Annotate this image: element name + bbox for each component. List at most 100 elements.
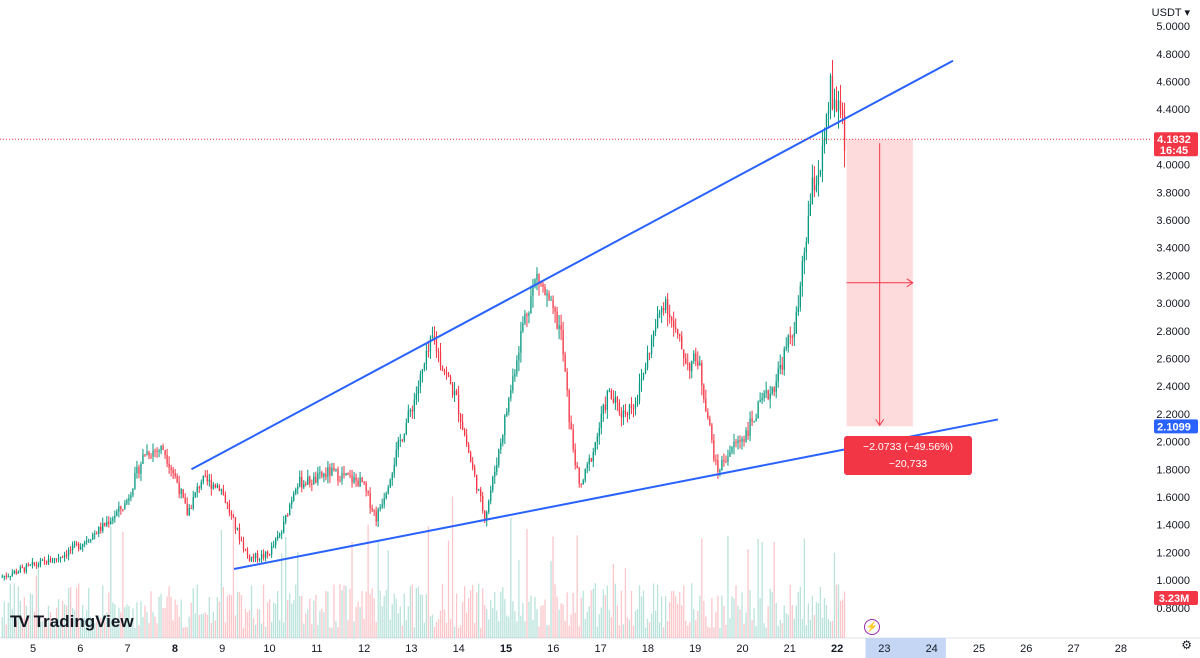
volume-bar (693, 608, 695, 638)
volume-bar (86, 610, 88, 638)
volume-bar (399, 606, 401, 638)
candle-body (588, 458, 590, 465)
volume-bar (596, 626, 598, 638)
volume-bar (783, 605, 785, 638)
volume-bar (787, 614, 789, 638)
candle-body (391, 473, 393, 480)
candle-body (152, 450, 154, 457)
candle-body (843, 115, 846, 151)
candle-body (504, 415, 506, 436)
volume-bar (664, 596, 667, 638)
volume-bar (572, 592, 574, 638)
candle-body (526, 314, 528, 316)
volume-bar (196, 584, 198, 638)
volume-bar (506, 615, 508, 638)
currency-selector[interactable]: USDT ▾ (1147, 4, 1194, 21)
upper-trendline[interactable] (190, 59, 954, 471)
candle-body (685, 358, 687, 364)
candle-body (560, 325, 562, 331)
candle-body (586, 464, 588, 469)
candle-body (293, 493, 295, 501)
candle-body (787, 335, 789, 348)
volume-bar (817, 603, 820, 638)
candle-body (361, 477, 363, 482)
candle-body (815, 185, 818, 191)
volume-bar (775, 602, 777, 638)
volume-bar (437, 619, 440, 638)
price-axis-background[interactable] (1152, 0, 1200, 658)
candle-body (439, 352, 442, 366)
tradingview-logo[interactable]: TV TradingView (10, 612, 134, 632)
x-tick-label: 21 (784, 643, 796, 655)
volume-bar (63, 604, 66, 638)
x-tick-label: 8 (172, 643, 178, 655)
current-price-badge[interactable] (1154, 132, 1198, 157)
volume-bar (407, 606, 409, 638)
volume-bar (662, 627, 665, 638)
volume-bar (130, 627, 132, 638)
candle-body (172, 469, 174, 474)
volume-bar (636, 608, 639, 638)
candle-body (570, 422, 572, 430)
volume-bar (160, 593, 162, 638)
candle-body (803, 252, 805, 262)
candle-body (279, 533, 281, 536)
volume-bar (262, 584, 265, 638)
volume-bar (210, 622, 212, 638)
volume-bar (435, 621, 438, 638)
volume-bar (498, 621, 500, 638)
candle-body (556, 311, 558, 329)
candle-body (793, 333, 795, 338)
candle-body (194, 492, 196, 498)
volume-bar (128, 605, 130, 638)
volume-bar (482, 588, 484, 638)
candle-body (717, 460, 719, 473)
candle-body (664, 299, 667, 310)
volume-bar (246, 612, 249, 638)
candle-body (3, 575, 5, 577)
candle-body (136, 467, 138, 474)
candle-body (309, 476, 311, 485)
candle-body (697, 361, 699, 366)
candle-body (287, 514, 289, 516)
volume-bar (3, 601, 5, 638)
candle-body (632, 408, 635, 410)
candle-body (244, 549, 247, 551)
volume-bar (769, 588, 771, 638)
candle-body (347, 473, 349, 475)
candle-body (689, 363, 691, 372)
volume-bar (642, 590, 645, 638)
candle-body (425, 350, 428, 364)
volume-bar (23, 597, 26, 638)
candle-body (367, 490, 369, 493)
volume-bar (459, 625, 462, 638)
volume-bar (490, 600, 492, 638)
volume-bar (180, 599, 182, 638)
volume-bar (455, 593, 458, 638)
candle-body (228, 503, 231, 513)
volume-bar (383, 596, 385, 638)
candle-body (658, 312, 661, 315)
lightning-icon[interactable]: ⚡ (864, 619, 880, 635)
candle-body (691, 361, 693, 372)
candle-body (355, 477, 357, 481)
gear-icon[interactable]: ⚙ (1181, 638, 1192, 652)
candle-body (154, 450, 156, 452)
candle-body (415, 394, 418, 400)
volume-bar (307, 609, 309, 638)
volume-bar (721, 595, 723, 638)
candle-body (819, 170, 822, 175)
candle-body (582, 480, 584, 485)
candle-body (459, 414, 462, 422)
volume-bar (347, 620, 349, 638)
candle-body (13, 571, 15, 574)
volume-bar (325, 591, 327, 638)
volume-bar (333, 584, 335, 638)
volume-bar (677, 603, 679, 638)
volume-bar (218, 601, 221, 638)
target-price-badge[interactable] (1154, 419, 1198, 434)
volume-bar (297, 551, 299, 638)
volume-bar (11, 609, 13, 638)
volume-bar (751, 620, 753, 638)
